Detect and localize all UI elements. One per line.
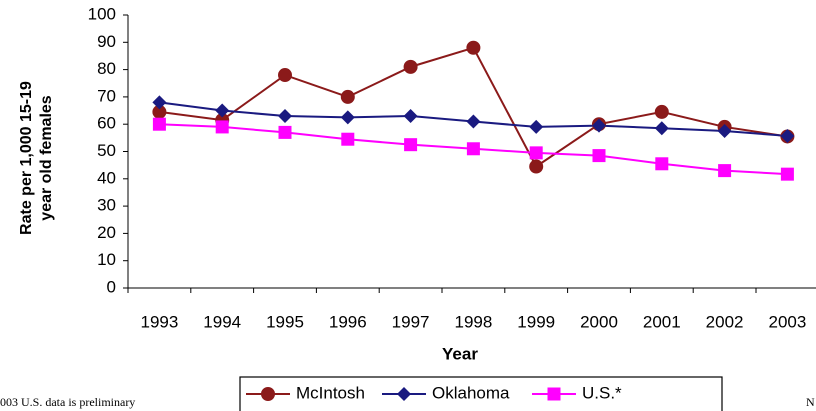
x-tick-label: 1996 xyxy=(329,312,367,331)
x-tick-label: 1994 xyxy=(203,312,241,331)
y-tick-label: 90 xyxy=(97,32,116,51)
x-tick-label: 1995 xyxy=(266,312,304,331)
data-point xyxy=(341,132,355,146)
x-tick-label: 1998 xyxy=(454,312,492,331)
data-point xyxy=(403,59,418,74)
x-tick-label: 1993 xyxy=(140,312,178,331)
legend-label: U.S.* xyxy=(582,383,622,402)
x-tick-label: 2000 xyxy=(580,312,618,331)
data-point xyxy=(592,149,606,163)
data-point xyxy=(215,120,229,134)
x-tick-label: 1997 xyxy=(392,312,430,331)
data-point xyxy=(340,110,355,125)
data-point xyxy=(466,114,481,129)
y-label-line: year old females xyxy=(38,95,55,221)
y-tick-label: 40 xyxy=(97,168,116,187)
y-label-line: Rate per 1,000 15-19 xyxy=(18,81,35,235)
legend-marker xyxy=(397,387,411,401)
y-tick-label: 20 xyxy=(97,223,116,242)
legend-marker xyxy=(547,387,561,401)
legend xyxy=(239,376,723,411)
y-tick-label: 0 xyxy=(107,277,116,296)
legend-label: Oklahoma xyxy=(432,383,510,402)
data-point xyxy=(278,109,292,124)
data-point xyxy=(529,146,543,160)
data-point xyxy=(718,164,732,178)
y-tick-label: 70 xyxy=(97,86,116,105)
x-tick-label: 2001 xyxy=(643,312,681,331)
y-tick-label: 80 xyxy=(97,59,116,78)
x-tick-label: 1999 xyxy=(517,312,555,331)
data-point xyxy=(340,89,355,104)
data-point xyxy=(529,119,544,134)
data-point xyxy=(780,167,794,181)
data-point xyxy=(152,117,166,131)
data-point xyxy=(278,125,292,139)
right-note: N xyxy=(806,395,815,409)
data-point xyxy=(780,128,795,143)
data-point xyxy=(278,68,292,83)
data-point xyxy=(215,103,230,118)
x-tick-label: 2003 xyxy=(768,312,806,331)
data-point xyxy=(466,142,480,156)
y-tick-label: 50 xyxy=(97,141,116,160)
x-axis-label: Year xyxy=(442,344,478,363)
data-point xyxy=(592,118,606,133)
data-point xyxy=(404,138,418,152)
data-point xyxy=(403,109,418,124)
footnote: 003 U.S. data is preliminary xyxy=(0,395,135,409)
data-point xyxy=(654,104,669,119)
data-point xyxy=(152,95,167,110)
data-point xyxy=(529,159,544,174)
x-tick-label: 2002 xyxy=(706,312,744,331)
data-point xyxy=(466,40,481,55)
y-tick-label: 60 xyxy=(97,114,116,133)
data-point xyxy=(655,157,669,171)
y-tick-label: 100 xyxy=(88,4,116,23)
data-point xyxy=(717,124,732,139)
y-tick-label: 30 xyxy=(97,196,116,215)
legend-label: McIntosh xyxy=(296,383,365,402)
legend-marker xyxy=(261,387,275,401)
y-axis-label: Rate per 1,000 15-19 year old females xyxy=(18,81,55,235)
y-tick-label: 10 xyxy=(97,250,116,269)
data-point xyxy=(654,121,669,136)
